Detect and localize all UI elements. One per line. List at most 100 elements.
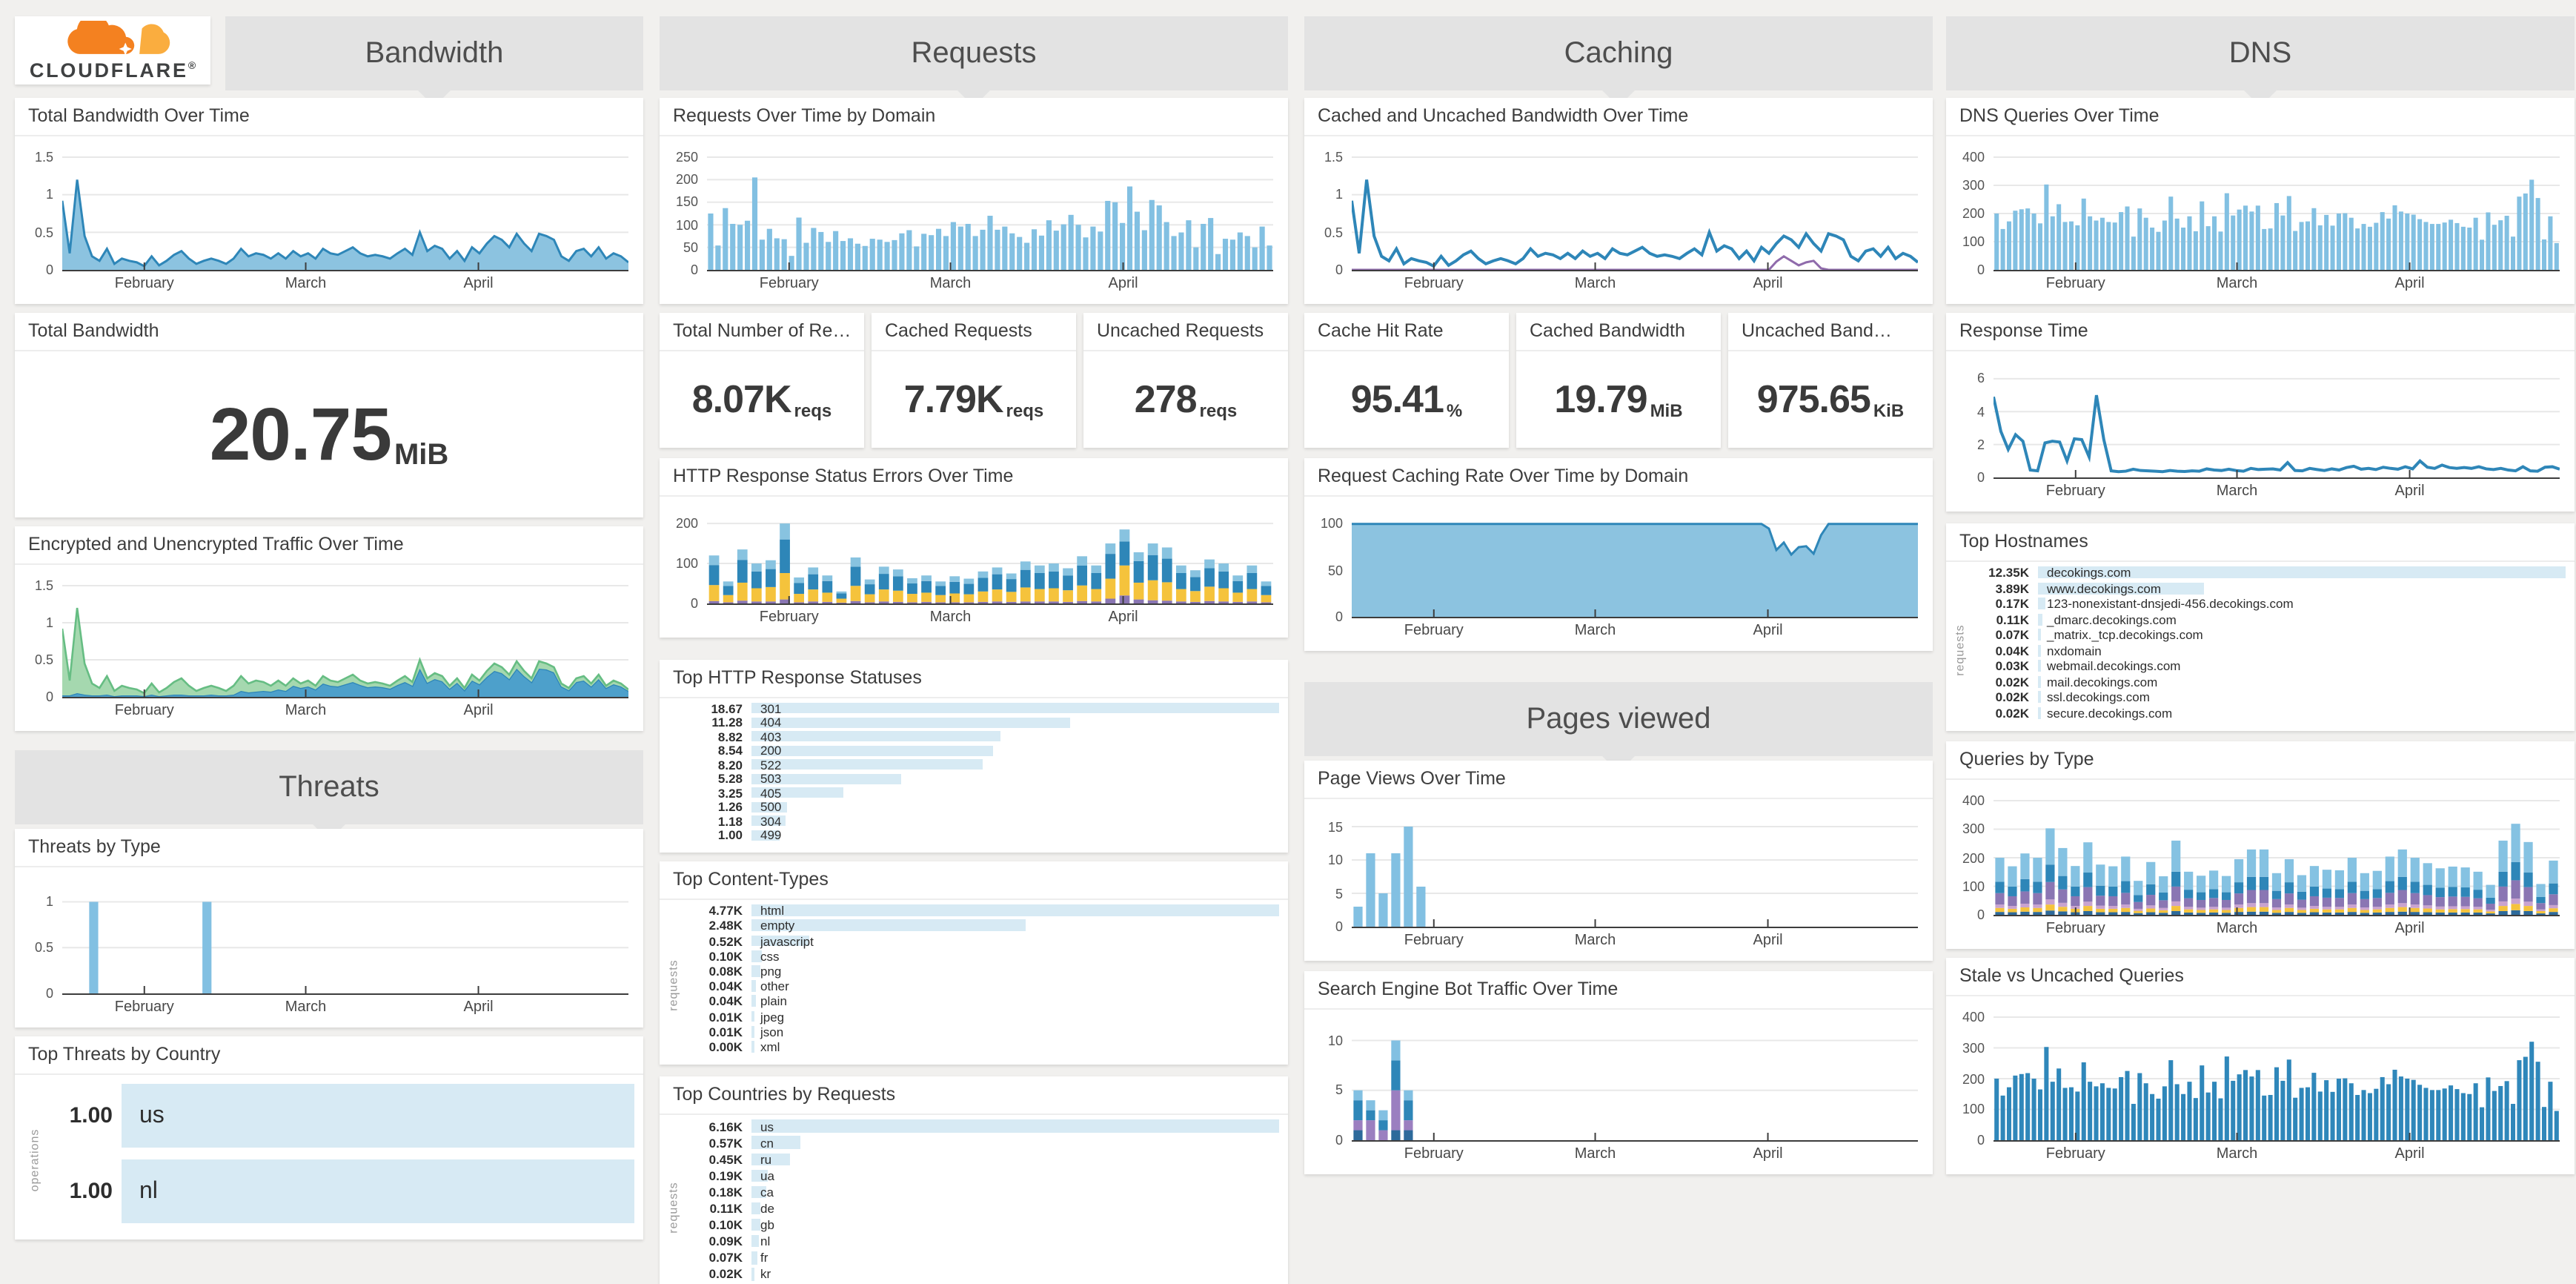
list-bar-row[interactable]: 0.02K secure.decokings.com [1970,705,2566,721]
list-bar-row[interactable]: 0.02K mail.decokings.com [1970,674,2566,689]
y-tick-label: 0.5 [34,652,53,667]
plot-threats-by-type[interactable] [62,878,628,995]
list-bar-row[interactable]: 0.01K jpeg [683,1009,1279,1024]
list-row-bar-area: us [751,1118,1279,1134]
card-title: Top Content-Types [660,861,1288,900]
card-total-bandwidth: Total Bandwidth 20.75 MiB [15,313,643,517]
list-bar-row[interactable]: 8.54 200 [683,744,1279,758]
list-row-bar [751,1169,768,1182]
y-tick-label: 400 [1962,150,1985,165]
list-bar-row[interactable]: 1.26 500 [683,800,1279,815]
list-row-bar-area: other [751,979,1279,993]
list-bar-row[interactable]: 1.00 us [39,1078,634,1154]
plot-response-time[interactable] [1992,362,2560,479]
y-tick-label: 0 [45,986,53,1001]
list-bar-row[interactable]: 0.02K kr [683,1266,1279,1283]
y-tick-label: 0 [1976,470,1985,485]
list-bar-row[interactable]: 5.28 503 [683,772,1279,787]
plot-queries-by-type[interactable] [1994,790,2560,916]
y-tick-label: 150 [675,194,698,210]
list-bar-row[interactable]: 0.52K javascript [683,933,1279,948]
list-bar-row[interactable]: 0.04K plain [683,993,1279,1009]
list-bar-row[interactable]: 0.09K nl [683,1233,1279,1249]
list-row-value: 0.00K [708,1039,743,1054]
list-bar-row[interactable]: 0.19K ua [683,1168,1279,1184]
list-bar-row[interactable]: 18.67 301 [683,701,1279,716]
list-bar-row[interactable]: 0.18K ca [683,1184,1279,1200]
list-bar-row[interactable]: 0.08K png [683,964,1279,979]
card-title: Top Threats by Country [15,1036,643,1075]
list-row-bar-area: css [751,948,1279,963]
list-row-bar [751,703,1279,714]
card-requests-over-time: Requests Over Time by Domain 0 50 100 150 20… [660,98,1288,304]
stat-value: 7.79K [903,376,1004,420]
list-bar-row[interactable]: 0.10K css [683,948,1279,963]
list-bar-row[interactable]: 2.48K empty [683,918,1279,933]
card-encrypted-traffic: Encrypted and Unencrypted Traffic Over T… [15,526,643,731]
plot-stale-uncached-queries[interactable] [1994,1007,2560,1142]
x-tick-label: April [1753,933,1783,949]
list-bar-row[interactable]: 0.00K xml [683,1039,1279,1054]
list-row-bar [751,1136,800,1149]
list-row-bar [751,935,809,947]
list-bar-row[interactable]: 1.00 nl [39,1154,634,1229]
list-row-bar [751,759,983,770]
card-top-countries: Top Countries by Requests requests 6.16K u… [660,1076,1288,1284]
plot-cached-uncached-bandwidth[interactable] [1350,147,1919,271]
list-bar-row[interactable]: 0.03K webmail.decokings.com [1970,658,2566,674]
list-row-label: jpeg [760,1009,785,1025]
list-row-bar [2038,660,2042,672]
list-bar-row[interactable]: 8.20 522 [683,758,1279,772]
list-bar-row[interactable]: 0.02K ssl.decokings.com [1970,689,2566,705]
list-bar-row[interactable]: 0.11K de [683,1200,1279,1217]
list-bar-row[interactable]: 0.45K ru [683,1151,1279,1167]
list-bar-row[interactable]: 3.89K www.decokings.com [1970,580,2566,596]
y-tick-label: 300 [1962,821,1985,837]
plot-requests-over-time[interactable] [707,147,1273,271]
x-tick-label: March [2216,1146,2258,1162]
plot-page-views[interactable] [1352,810,1918,928]
list-bar-row[interactable]: 0.07K _matrix._tcp.decokings.com [1970,627,2566,643]
section-header-bandwidth: Bandwidth [225,16,643,107]
plot-dns-queries[interactable] [1994,147,2560,271]
y-tick-label: 100 [675,217,698,233]
list-bar-row[interactable]: 0.17K 123-nonexistant-dnsjedi-456.decokin… [1970,596,2566,612]
list-row-label: 499 [760,827,782,843]
list-row-value: 3.89K [1995,580,2029,596]
x-tick-label: April [463,276,494,292]
y-tick-label: 1 [45,894,53,910]
list-bar-row[interactable]: 0.57K cn [683,1134,1279,1151]
list-bar-row[interactable]: 12.35K decokings.com [1970,565,2566,580]
list-row-value: 3.25 [717,785,743,801]
list-row-bar-area: 304 [751,814,1279,829]
plot-total-bandwidth-over-time[interactable] [61,147,629,271]
plot-http-errors[interactable] [707,507,1273,605]
list-row-bar [751,1025,755,1038]
list-bar-row[interactable]: 11.28 404 [683,715,1279,730]
list-row-bar-area: xml [751,1039,1279,1054]
cloudflare-wordmark: CLOUDFLARE® [29,59,196,82]
list-row-bar-area: www.decokings.com [2038,580,2566,596]
card-title: Queries by Type [1946,741,2575,780]
list-bar-row[interactable]: 6.16K us [683,1118,1279,1134]
plot-encrypted-traffic[interactable] [61,575,629,698]
list-bar-row[interactable]: 0.01K json [683,1024,1279,1039]
y-tick-label: 15 [1327,819,1343,834]
stat-value: 975.65 [1756,376,1871,420]
list-bar-row[interactable]: 0.10K gb [683,1217,1279,1233]
list-row-bar [751,815,785,827]
list-bar-row[interactable]: 1.00 499 [683,827,1279,843]
list-row-bar [751,919,1026,932]
list-bar-row[interactable]: 1.18 304 [683,814,1279,829]
plot-request-caching-rate[interactable] [1352,507,1918,618]
list-bar-row[interactable]: 3.25 405 [683,785,1279,801]
list-bar-row[interactable]: 0.04K nxdomain [1970,643,2566,658]
column-caching: Caching Cached and Uncached Bandwidth Ov… [1304,0,1933,1284]
y-tick-label: 1 [1335,187,1343,202]
list-bar-row[interactable]: 4.77K html [683,903,1279,918]
list-bar-row[interactable]: 0.07K fr [683,1250,1279,1266]
list-bar-row[interactable]: 0.04K other [683,979,1279,993]
list-bar-row[interactable]: 0.11K _dmarc.decokings.com [1970,612,2566,627]
list-bar-row[interactable]: 8.82 403 [683,729,1279,744]
plot-bot-traffic[interactable] [1352,1020,1918,1142]
